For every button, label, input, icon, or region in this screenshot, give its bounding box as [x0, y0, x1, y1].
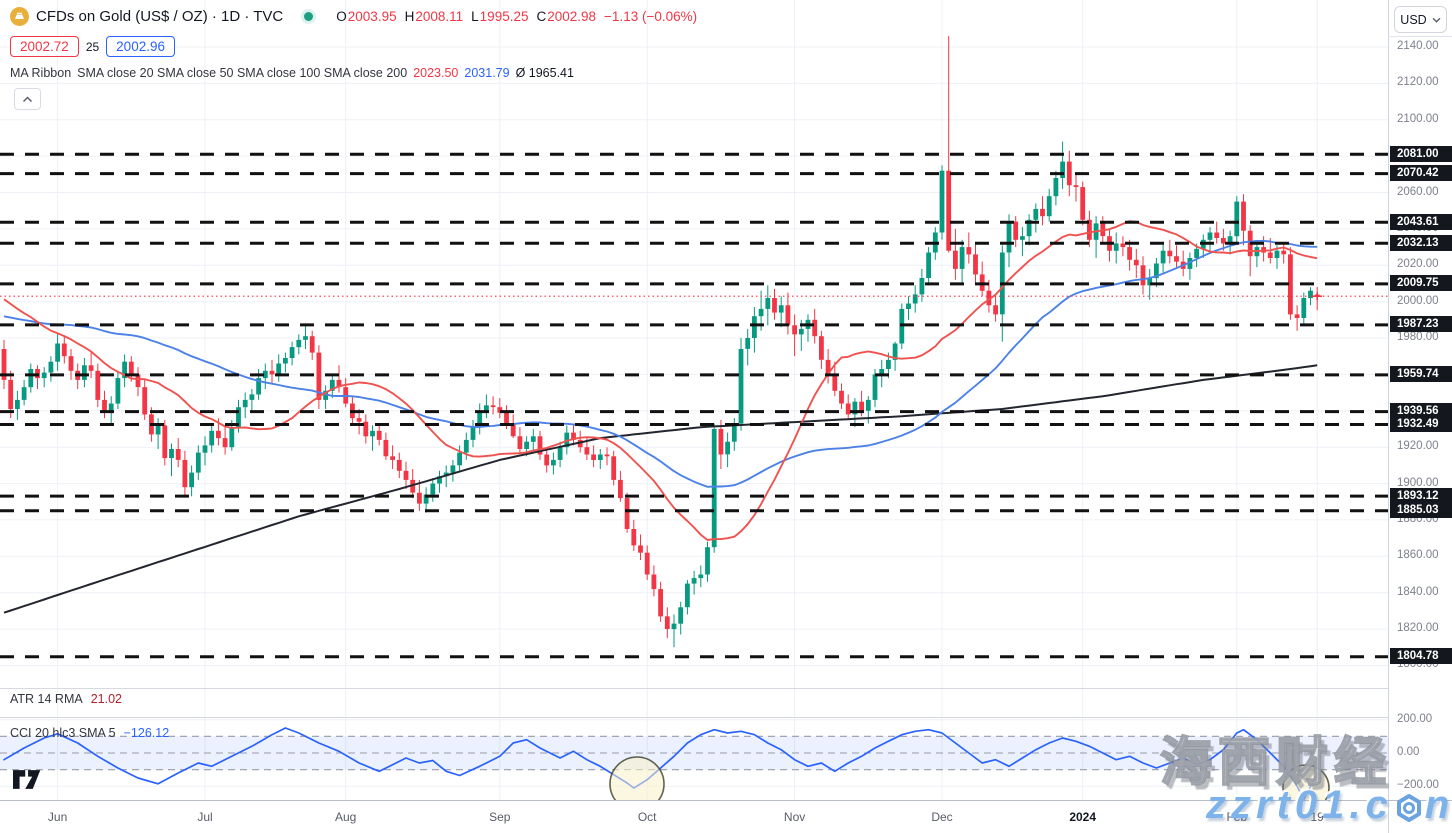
sell-button[interactable]: 2002.72: [10, 36, 79, 57]
price-tick: 1920.00: [1397, 440, 1439, 453]
price-tick: 2020.00: [1397, 258, 1439, 271]
cci-tick: −200.00: [1397, 779, 1439, 792]
price-level-chip: 2070.42: [1390, 165, 1452, 182]
time-label: Nov: [783, 810, 806, 824]
cci-tick: 200.00: [1397, 712, 1433, 725]
price-level-chip: 2032.13: [1390, 234, 1452, 251]
market-status-icon[interactable]: [304, 12, 314, 21]
cci-tick: 0.00: [1397, 746, 1420, 758]
price-level-chip: 1804.78: [1390, 648, 1452, 665]
time-label: Feb: [1226, 810, 1248, 824]
price-tick: 2100.00: [1397, 112, 1439, 125]
price-level-chip: 1885.03: [1390, 502, 1452, 519]
atr-legend[interactable]: ATR 14 RMA 21.02: [10, 692, 122, 706]
close-label: C: [536, 9, 547, 24]
low-label: L: [471, 9, 479, 24]
collapse-legend-button[interactable]: [14, 88, 41, 110]
price-tick: 1820.00: [1397, 622, 1439, 635]
symbol-legend: CFDs on Gold (US$ / OZ) · 1D · TVC O2003…: [10, 7, 697, 26]
price-tick: 2120.00: [1397, 76, 1439, 89]
price-tick: 1860.00: [1397, 549, 1439, 562]
tradingview-logo[interactable]: [13, 770, 45, 794]
currency-label: USD: [1400, 12, 1427, 27]
price-axis[interactable]: 1800.00 1820.00 1840.00 1860.00 1880.00 1900.…: [1388, 0, 1452, 800]
buy-button[interactable]: 2002.96: [106, 36, 175, 57]
cci-value: −126.12: [123, 726, 170, 740]
price-tick: 2000.00: [1397, 294, 1439, 307]
cci-legend[interactable]: CCI 20 hlc3 SMA 5 −126.12: [10, 726, 169, 740]
time-label: Sep: [489, 810, 511, 824]
price-level-chip: 2009.75: [1390, 275, 1452, 292]
price-level-chip: 1959.74: [1390, 366, 1452, 383]
ma-average-value: Ø 1965.41: [515, 66, 574, 80]
time-label: Aug: [335, 810, 357, 824]
ma20-value: 2023.50: [413, 66, 459, 80]
ohlc-readout: O2003.95 H2008.11 L1995.25 C2002.98 −1.1…: [336, 9, 697, 24]
spread-value: 25: [85, 39, 100, 54]
ma-ribbon-params: SMA close 20 SMA close 50 SMA close 100 …: [77, 66, 408, 80]
price-level-chip: 2043.61: [1390, 213, 1452, 230]
price-level-chip: 1932.49: [1390, 415, 1452, 432]
pane-separator-atr[interactable]: [0, 688, 1452, 689]
atr-value: 21.02: [90, 692, 122, 706]
time-label: Oct: [637, 810, 657, 824]
currency-selector[interactable]: USD: [1394, 6, 1447, 33]
symbol-title[interactable]: CFDs on Gold (US$ / OZ) · 1D · TVC: [36, 8, 284, 25]
price-level-chip: 1893.12: [1390, 487, 1452, 504]
gold-symbol-icon: [10, 7, 29, 26]
ma-ribbon-legend[interactable]: MA Ribbon SMA close 20 SMA close 50 SMA …: [10, 66, 574, 80]
price-tick: 1980.00: [1397, 331, 1439, 344]
price-tick: 2140.00: [1397, 40, 1439, 52]
time-label: Dec: [931, 810, 953, 824]
high-label: H: [404, 9, 415, 24]
low-value: 1995.25: [479, 9, 529, 24]
ma-ribbon-title: MA Ribbon: [10, 66, 72, 80]
cci-label: CCI 20 hlc3 SMA 5: [10, 726, 116, 740]
open-label: O: [336, 9, 347, 24]
close-value: 2002.98: [547, 9, 597, 24]
price-tick: 1840.00: [1397, 585, 1439, 598]
time-label: Jun: [47, 810, 68, 824]
bid-ask-row: 2002.72 25 2002.96: [10, 36, 175, 57]
time-label: 2024: [1069, 810, 1097, 824]
axis-corner-border: [1388, 801, 1389, 833]
time-label: Jul: [197, 810, 213, 824]
change-value: −1.13 (−0.06%): [604, 9, 698, 24]
price-tick: 1900.00: [1397, 476, 1439, 489]
chevron-up-icon: [22, 95, 33, 102]
price-level-chip: 2081.00: [1390, 145, 1452, 162]
time-label: 19: [1310, 810, 1324, 824]
high-value: 2008.11: [415, 9, 464, 24]
atr-label: ATR 14 RMA: [10, 692, 83, 706]
chevron-down-icon: [1432, 17, 1441, 23]
open-value: 2003.95: [347, 9, 397, 24]
price-level-chip: 1939.56: [1390, 403, 1452, 420]
ma50-value: 2031.79: [464, 66, 510, 80]
price-tick: 2060.00: [1397, 185, 1439, 198]
price-level-chip: 1987.23: [1390, 316, 1452, 333]
time-axis[interactable]: Jun Jul Aug Sep Oct Nov Dec 2024 Feb 19: [0, 800, 1452, 833]
pane-separator-cci[interactable]: [0, 717, 1452, 718]
axis-separator: [1388, 36, 1452, 37]
